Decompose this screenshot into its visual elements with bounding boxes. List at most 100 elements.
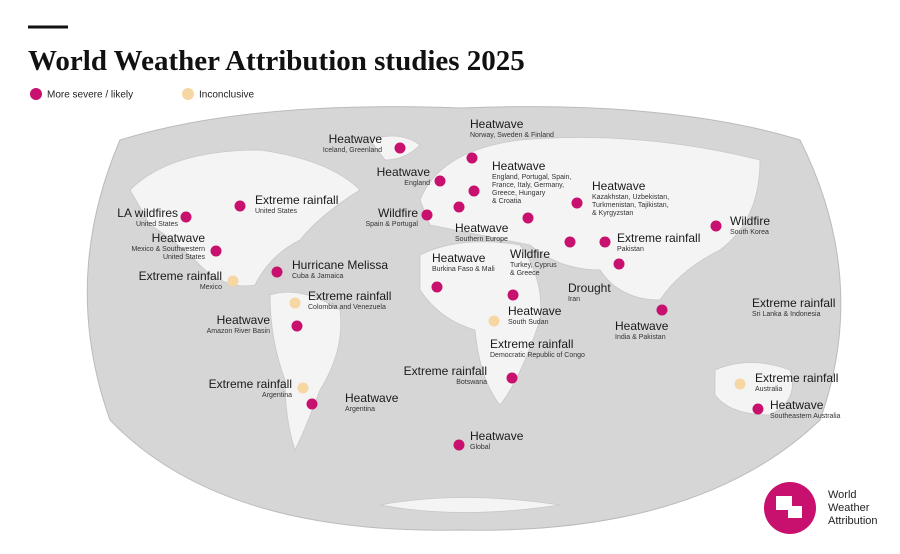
study-region: United States — [136, 221, 179, 228]
study-dot — [710, 220, 722, 232]
study-title: Heatwave — [152, 231, 206, 245]
study-dot — [468, 185, 480, 197]
logo-text: Weather — [828, 502, 870, 514]
study-dot — [421, 209, 433, 221]
study-region: South Sudan — [508, 319, 549, 326]
study-title: Heatwave — [432, 251, 486, 265]
study-title: Heatwave — [592, 179, 646, 193]
study-region: Colombia and Venezuela — [308, 304, 386, 311]
study-region: Kazakhstan, Uzbekistan, — [592, 194, 669, 201]
world-map — [86, 106, 842, 531]
antarctica — [379, 497, 561, 513]
study-region: Sri Lanka & Indonesia — [752, 311, 821, 318]
study-region: Pakistan — [617, 246, 644, 253]
study-region: United States — [255, 208, 298, 215]
study-dot — [297, 382, 309, 394]
study-region: & Kyrgyzstan — [592, 210, 633, 217]
study-region: South Korea — [730, 229, 769, 236]
study-dot — [599, 236, 611, 248]
study-dot — [507, 289, 519, 301]
study-dot — [394, 142, 406, 154]
study-title: Drought — [568, 281, 611, 295]
study-title: Extreme rainfall — [617, 231, 700, 245]
study-region: England, Portugal, Spain, — [492, 174, 571, 181]
study-region: Burkina Faso & Mali — [432, 266, 495, 273]
eurasia — [419, 137, 761, 301]
study-dot — [306, 398, 318, 410]
africa — [419, 241, 542, 406]
study-dot — [234, 200, 246, 212]
study-title: Heatwave — [470, 117, 524, 131]
study-region: Argentina — [345, 406, 375, 413]
study-region: Iran — [568, 296, 580, 303]
study-title: Heatwave — [345, 391, 399, 405]
study-title: Wildfire — [510, 247, 550, 261]
study-dot — [752, 403, 764, 415]
study-region: Argentina — [262, 392, 292, 399]
study-dot — [210, 245, 222, 257]
study-title: Extreme rainfall — [755, 371, 838, 385]
study-region: Iceland, Greenland — [323, 147, 382, 154]
study-dot — [453, 201, 465, 213]
study-region: India & Pakistan — [615, 334, 666, 341]
study-title: Extreme rainfall — [255, 193, 338, 207]
study-title: Heatwave — [329, 132, 383, 146]
study-dot — [271, 266, 283, 278]
study-title: Heatwave — [455, 221, 509, 235]
title: World Weather Attribution studies 2025 — [28, 45, 525, 77]
study-dot — [180, 211, 192, 223]
study-region: Global — [470, 444, 491, 451]
study-region: Botswana — [456, 379, 487, 386]
study-region: Mexico & Southwestern — [131, 246, 205, 253]
study-region: Norway, Sweden & Finland — [470, 132, 554, 139]
study-region: United States — [163, 254, 206, 261]
study-region: Turkey, Cyprus — [510, 262, 557, 269]
study-dot — [453, 439, 465, 451]
study-region: & Greece — [510, 270, 540, 277]
study-region: France, Italy, Germany, — [492, 182, 564, 189]
logo-text: World — [828, 489, 857, 501]
study-dot — [506, 372, 518, 384]
north-america — [129, 149, 361, 287]
study-dot — [613, 258, 625, 270]
study-title: Heatwave — [470, 429, 524, 443]
study-title: Extreme rainfall — [139, 269, 222, 283]
study-dot — [434, 175, 446, 187]
study-dot — [291, 320, 303, 332]
study-dot — [227, 275, 239, 287]
study-title: Heatwave — [492, 159, 546, 173]
study-region: & Croatia — [492, 198, 521, 205]
study-title: Heatwave — [377, 165, 431, 179]
logo-text: Attribution — [828, 515, 878, 527]
study-region: Mexico — [200, 284, 222, 291]
study-region: Australia — [755, 386, 782, 393]
study-dot — [734, 378, 746, 390]
study-dot — [571, 197, 583, 209]
study-region: Democratic Republic of Congo — [490, 352, 585, 359]
study-dot — [522, 212, 534, 224]
study-title: Heatwave — [217, 313, 271, 327]
study-region: Southeastern Australia — [770, 413, 841, 420]
study-title: Heatwave — [615, 319, 669, 333]
study-title: LA wildfires — [117, 206, 178, 220]
study-dot — [431, 281, 443, 293]
study-dot — [564, 236, 576, 248]
study-title: Extreme rainfall — [752, 296, 835, 310]
study-dot — [466, 152, 478, 164]
study-title: Wildfire — [730, 214, 770, 228]
study-title: Heatwave — [508, 304, 562, 318]
study-title: Extreme rainfall — [209, 377, 292, 391]
study-region: Turkmenistan, Tajikistan, — [592, 202, 669, 209]
south-america — [269, 291, 342, 452]
study-title: Heatwave — [770, 398, 824, 412]
study-dot — [488, 315, 500, 327]
legend-swatch — [182, 88, 194, 100]
logo-shape — [788, 506, 802, 518]
study-dot — [289, 297, 301, 309]
study-title: Extreme rainfall — [308, 289, 391, 303]
study-region: England — [404, 180, 430, 187]
study-region: Spain & Portugal — [365, 221, 418, 228]
